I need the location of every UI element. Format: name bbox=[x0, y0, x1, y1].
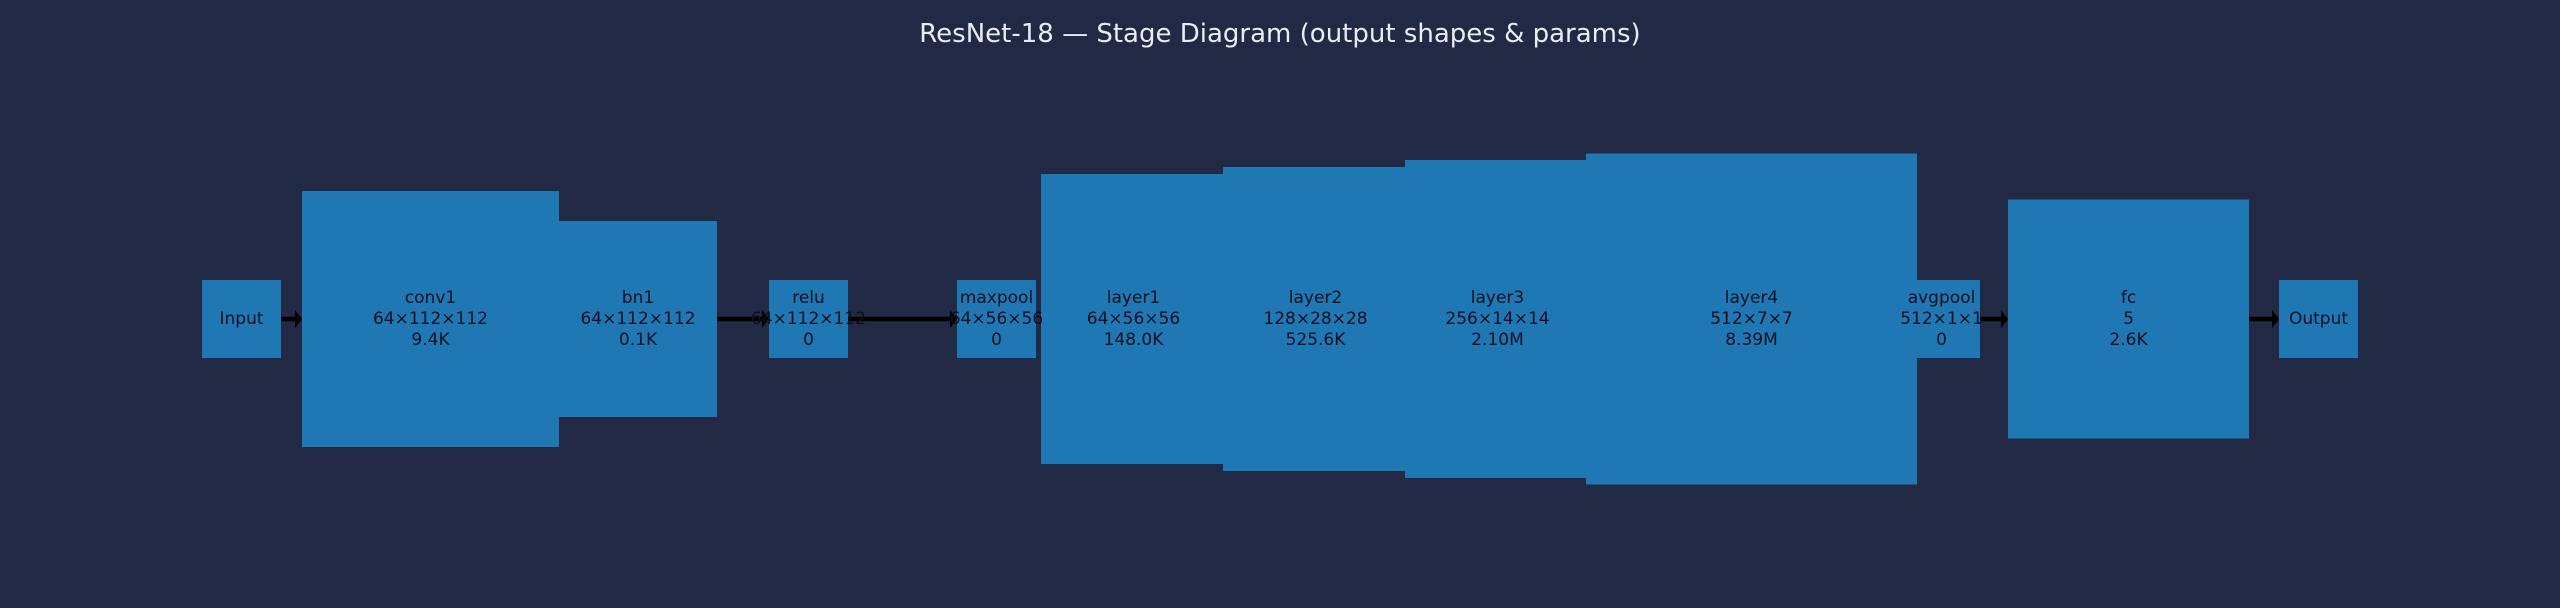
block-relu-shape-label: 64×112×112 bbox=[751, 309, 866, 329]
block-input bbox=[202, 280, 281, 358]
block-output bbox=[2279, 280, 2358, 358]
arrowhead-conv1 bbox=[295, 310, 302, 328]
block-relu bbox=[769, 280, 848, 358]
block-layer4-name-label: layer4 bbox=[1725, 288, 1778, 308]
block-relu-name-label: relu bbox=[792, 288, 825, 308]
arrowhead-maxpool bbox=[950, 310, 957, 328]
edges-layer bbox=[281, 310, 2279, 328]
block-fc-shape-label: 5 bbox=[2123, 309, 2134, 329]
block-layer2-shape-label: 128×28×28 bbox=[1263, 309, 1367, 329]
arrowhead-relu bbox=[762, 310, 769, 328]
arrowhead-fc bbox=[2001, 310, 2008, 328]
block-layer2-name-label: layer2 bbox=[1289, 288, 1342, 308]
block-layer3-params-label: 2.10M bbox=[1471, 330, 1524, 350]
labels-layer: Inputconv164×112×1129.4Kbn164×112×1120.1… bbox=[219, 288, 2348, 350]
block-maxpool-shape-label: 64×56×56 bbox=[950, 309, 1043, 329]
block-layer3 bbox=[1405, 160, 1590, 478]
block-fc bbox=[2008, 199, 2249, 439]
block-avgpool bbox=[1903, 280, 1980, 358]
block-layer3-shape-label: 256×14×14 bbox=[1445, 309, 1549, 329]
block-bn1-name-label: bn1 bbox=[622, 288, 654, 308]
block-layer1-shape-label: 64×56×56 bbox=[1087, 309, 1180, 329]
block-output-name-label: Output bbox=[2289, 309, 2348, 329]
block-fc-params-label: 2.6K bbox=[2109, 330, 2148, 350]
block-layer3-name-label: layer3 bbox=[1471, 288, 1524, 308]
block-avgpool-shape-label: 512×1×1 bbox=[1900, 309, 1983, 329]
block-layer4 bbox=[1586, 153, 1917, 485]
block-relu-params-label: 0 bbox=[803, 330, 814, 350]
block-fc-name-label: fc bbox=[2121, 288, 2136, 308]
block-conv1-params-label: 9.4K bbox=[411, 330, 450, 350]
arrowhead-output bbox=[2272, 310, 2279, 328]
block-layer2 bbox=[1223, 167, 1408, 471]
block-bn1-shape-label: 64×112×112 bbox=[580, 309, 695, 329]
block-maxpool-params-label: 0 bbox=[991, 330, 1002, 350]
block-layer4-shape-label: 512×7×7 bbox=[1710, 309, 1793, 329]
block-bn1 bbox=[559, 221, 717, 417]
block-input-name-label: Input bbox=[219, 309, 263, 329]
block-layer1-params-label: 148.0K bbox=[1104, 330, 1165, 350]
block-maxpool bbox=[957, 280, 1036, 358]
block-conv1-name-label: conv1 bbox=[405, 288, 456, 308]
block-conv1-shape-label: 64×112×112 bbox=[373, 309, 488, 329]
block-conv1 bbox=[302, 191, 559, 447]
blocks-layer bbox=[202, 153, 2358, 485]
block-layer1 bbox=[1041, 174, 1226, 464]
block-maxpool-name-label: maxpool bbox=[960, 288, 1033, 308]
diagram-title: ResNet-18 — Stage Diagram (output shapes… bbox=[919, 19, 1640, 49]
block-layer1-name-label: layer1 bbox=[1107, 288, 1160, 308]
block-layer4-params-label: 8.39M bbox=[1725, 330, 1778, 350]
block-bn1-params-label: 0.1K bbox=[619, 330, 658, 350]
block-avgpool-params-label: 0 bbox=[1936, 330, 1947, 350]
block-avgpool-name-label: avgpool bbox=[1908, 288, 1976, 308]
block-layer2-params-label: 525.6K bbox=[1286, 330, 1347, 350]
